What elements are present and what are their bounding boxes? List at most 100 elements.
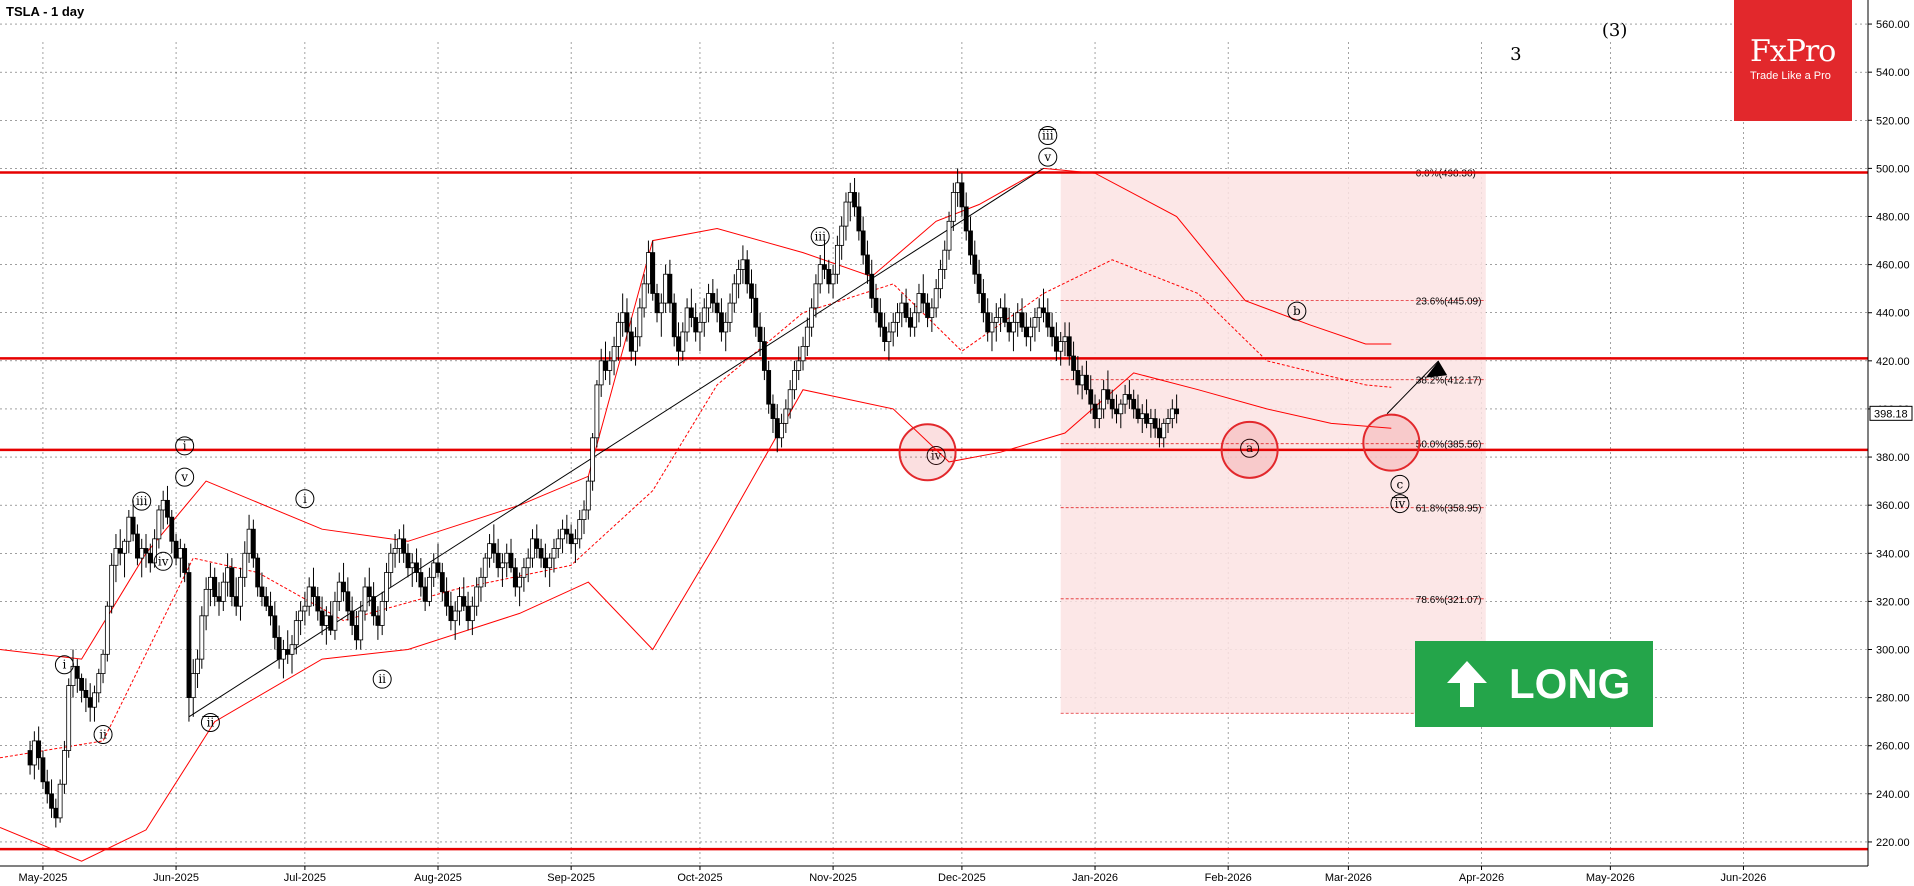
candle-body	[1161, 422, 1167, 439]
candle-body	[126, 516, 132, 542]
candle-body	[783, 408, 789, 424]
candle-body	[804, 326, 810, 347]
candle-body	[233, 596, 239, 607]
candle-body	[727, 302, 733, 323]
candle-body	[830, 273, 836, 285]
candle-body	[920, 293, 926, 304]
candle-body	[225, 567, 230, 583]
candle-body	[182, 548, 188, 573]
candle-body	[281, 649, 286, 660]
candle-body	[431, 562, 437, 578]
candle-body	[1118, 403, 1124, 415]
wave-label: iii	[814, 230, 826, 244]
candle-body	[186, 572, 192, 699]
candle-body	[439, 572, 445, 593]
candle-body	[555, 538, 561, 549]
candle-body	[293, 620, 299, 646]
candle-body	[1079, 374, 1085, 386]
candle-body	[508, 552, 514, 569]
y-tick-label: 500.00	[1876, 163, 1910, 175]
candle-body	[285, 649, 291, 655]
candle-body	[190, 673, 196, 699]
fib-label: 61.8%(358.95)	[1416, 504, 1482, 515]
y-tick-label: 520.00	[1876, 115, 1910, 127]
candle-body	[83, 689, 89, 699]
candle-body	[238, 576, 243, 607]
candle-body	[512, 567, 518, 588]
candle-body	[916, 293, 922, 314]
y-tick-label: 460.00	[1876, 260, 1910, 272]
candle-body	[826, 269, 832, 285]
candle-body	[1105, 389, 1111, 400]
wave-label: iii	[136, 494, 148, 508]
candle-body	[993, 317, 999, 323]
candle-body	[366, 586, 372, 597]
x-tick-label: Dec-2025	[938, 872, 986, 884]
candle-body	[298, 610, 303, 622]
candle-body	[1002, 307, 1008, 323]
candle-body	[650, 252, 656, 294]
candle-body	[693, 317, 699, 333]
candle-body	[538, 548, 544, 559]
x-tick-label: Jul-2025	[284, 872, 326, 884]
candle-body	[117, 548, 123, 554]
target-arrow-head	[1425, 360, 1448, 378]
target-arrow-line	[1386, 360, 1439, 415]
candle-body	[379, 600, 385, 626]
y-tick-label: 340.00	[1876, 548, 1910, 560]
candle-body	[341, 581, 346, 593]
candle-body	[929, 307, 935, 318]
x-tick-label: Feb-2026	[1205, 872, 1252, 884]
candle-body	[474, 586, 480, 607]
candle-body	[753, 297, 759, 328]
candle-body	[160, 499, 166, 511]
candle-body	[525, 557, 531, 569]
candle-body	[336, 581, 342, 602]
candle-body	[895, 312, 900, 323]
candle-body	[641, 283, 647, 309]
candle-body	[706, 293, 711, 309]
candle-body	[109, 564, 115, 607]
candle-body	[70, 665, 76, 686]
candle-body	[1152, 418, 1158, 429]
x-tick-label: Apr-2026	[1459, 872, 1504, 884]
candle-body	[950, 192, 956, 222]
candle-body	[521, 567, 527, 578]
candle-body	[890, 321, 896, 333]
candle-body	[79, 677, 84, 691]
candlesticks	[27, 168, 1180, 828]
candle-body	[1126, 394, 1132, 400]
candle-body	[534, 538, 540, 549]
candle-body	[358, 610, 364, 641]
candle-body	[315, 596, 321, 612]
candle-body	[384, 572, 389, 602]
candle-body	[800, 345, 806, 362]
chart-title: TSLA - 1 day	[6, 4, 85, 19]
candle-body	[847, 192, 853, 203]
brand-logo[interactable]: FxPro Trade Like a Pro	[1734, 0, 1852, 121]
candle-body	[1075, 370, 1081, 386]
x-tick-label: May-2025	[18, 872, 67, 884]
x-tick-label: Oct-2025	[677, 872, 722, 884]
support-highlight-circle	[1362, 413, 1421, 472]
candle-body	[1148, 418, 1154, 424]
candle-body	[886, 331, 892, 342]
candle-body	[444, 591, 450, 607]
candle-body	[250, 528, 256, 559]
candle-body	[787, 389, 793, 410]
candle-body	[547, 557, 553, 569]
candle-body	[139, 548, 145, 559]
long-label: LONG	[1509, 660, 1631, 707]
candle-body	[1122, 394, 1128, 405]
candle-body	[448, 605, 454, 622]
candle-body	[792, 370, 797, 391]
candle-body	[409, 562, 415, 569]
wave-label: i	[62, 658, 66, 672]
candle-body	[688, 307, 694, 318]
wave-label-circle	[295, 489, 315, 509]
candle-body	[564, 528, 570, 535]
y-tick-label: 420.00	[1876, 356, 1910, 368]
brand-tagline: Trade Like a Pro	[1750, 70, 1831, 82]
